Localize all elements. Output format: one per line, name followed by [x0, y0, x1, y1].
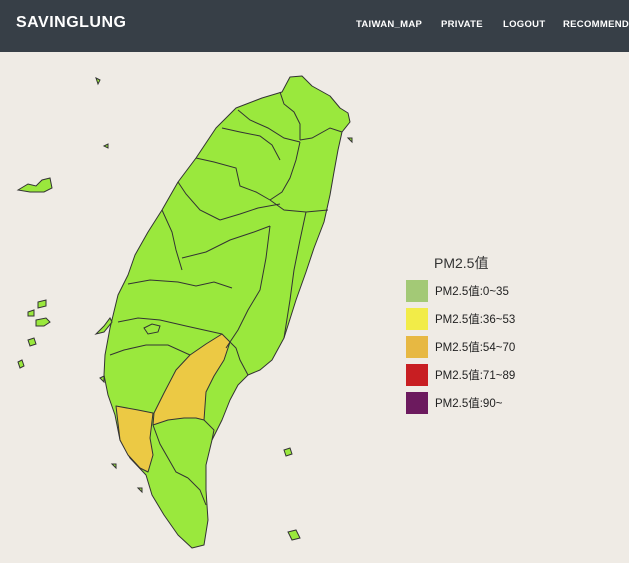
pm25-legend: PM2.5值 PM2.5值:0~35 PM2.5值:36~53 PM2.5值:5…: [406, 253, 515, 417]
legend-label: PM2.5值:54~70: [435, 342, 516, 354]
legend-item: PM2.5值:36~53: [406, 305, 515, 333]
brand-logo[interactable]: SAVINGLUNG: [16, 14, 127, 31]
island-kinmen[interactable]: [16, 177, 53, 193]
nav-taiwan-map[interactable]: TAIWAN_MAP: [356, 19, 423, 30]
island-orchid[interactable]: [287, 529, 301, 541]
nav-private[interactable]: PRIVATE: [441, 19, 483, 30]
legend-swatch-36-53: [406, 308, 428, 330]
legend-label: PM2.5值:36~53: [435, 314, 516, 326]
legend-item: PM2.5值:0~35: [406, 277, 515, 305]
legend-swatch-0-35: [406, 280, 428, 302]
legend-label: PM2.5值:0~35: [435, 286, 509, 298]
legend-swatch-71-89: [406, 364, 428, 386]
navbar: SAVINGLUNG TAIWAN_MAP PRIVATE LOGOUT REC…: [0, 0, 629, 52]
nav-recommend[interactable]: RECOMMEND: [563, 19, 629, 30]
island-penghu-small[interactable]: [37, 299, 47, 309]
taiwan-map: [16, 75, 353, 549]
legend-swatch-90: [406, 392, 428, 414]
region-kaohsiung[interactable]: [152, 333, 231, 426]
legend-item: PM2.5值:71~89: [406, 361, 515, 389]
legend-item: PM2.5值:54~70: [406, 333, 515, 361]
nav-logout[interactable]: LOGOUT: [503, 19, 546, 30]
legend-swatch-54-70: [406, 336, 428, 358]
region-tainan[interactable]: [115, 405, 154, 473]
taiwan-main-island[interactable]: [103, 75, 351, 549]
legend-label: PM2.5值:71~89: [435, 370, 516, 382]
legend-item: PM2.5值:90~: [406, 389, 515, 417]
island-green[interactable]: [283, 447, 293, 457]
island-penghu[interactable]: [94, 317, 113, 335]
legend-title: PM2.5值: [434, 255, 489, 271]
island-matsu[interactable]: [95, 77, 101, 86]
legend-label: PM2.5值:90~: [435, 398, 503, 410]
